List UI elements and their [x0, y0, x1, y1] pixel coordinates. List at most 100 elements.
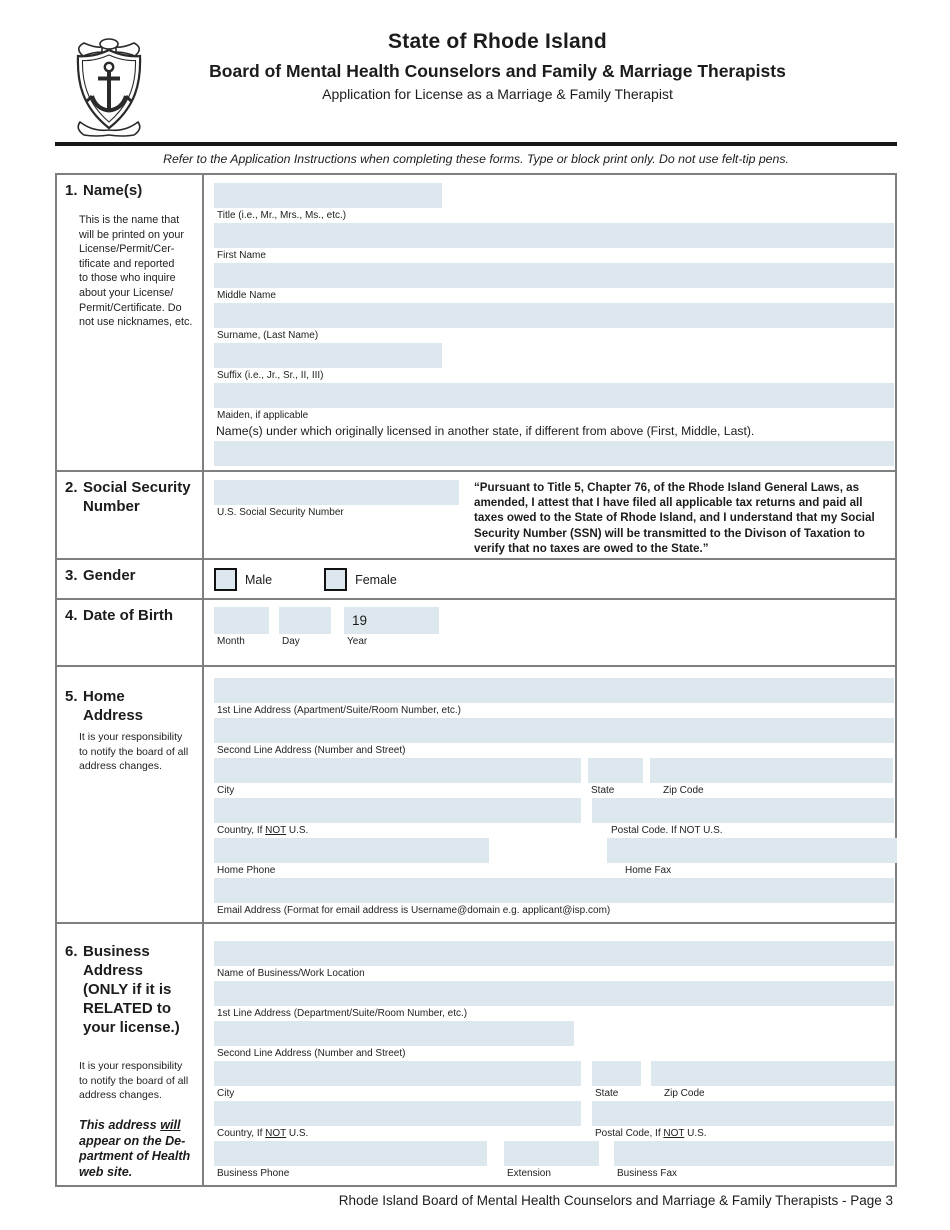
- section-number: 4.: [65, 607, 78, 625]
- business-name-input[interactable]: [214, 941, 894, 967]
- business-side-note: It is your responsibility to notify the …: [79, 1060, 189, 1102]
- ssn-input[interactable]: [214, 480, 459, 505]
- home-country-label: Country, If NOT U.S.: [217, 825, 309, 837]
- rhode-island-seal-icon: [76, 38, 142, 137]
- first-name-input[interactable]: [214, 223, 894, 248]
- home-line1-label: 1st Line Address (Apartment/Suite/Room N…: [217, 705, 461, 717]
- home-side-note: It is your responsibility to notify the …: [79, 731, 189, 773]
- business-fax-label: Business Fax: [617, 1168, 678, 1180]
- header-rule: [55, 142, 897, 146]
- business-zip-label: Zip Code: [664, 1088, 705, 1100]
- home-email-input[interactable]: [214, 878, 894, 904]
- business-line1-input[interactable]: [214, 981, 894, 1007]
- section-number: 5.: [65, 688, 78, 706]
- business-city-label: City: [217, 1088, 235, 1100]
- home-phone-label: Home Phone: [217, 865, 276, 877]
- section-title-names: Name(s): [83, 182, 143, 199]
- male-label: Male: [245, 572, 273, 587]
- dob-year-label: Year: [347, 636, 368, 648]
- business-line1-label: 1st Line Address (Department/Suite/Room …: [217, 1008, 468, 1020]
- header: State of Rhode Island Board of Mental He…: [0, 28, 950, 140]
- section-ssn: 2. Social Security Number U.S. Social Se…: [57, 472, 895, 561]
- title-label: Title (i.e., Mr., Mrs., Ms., etc.): [217, 210, 347, 221]
- maiden-name-input[interactable]: [214, 383, 894, 408]
- business-extension-input[interactable]: [504, 1141, 599, 1167]
- home-postal-input[interactable]: [592, 798, 894, 824]
- dob-year-input[interactable]: 19: [344, 607, 439, 635]
- home-country-input[interactable]: [214, 798, 581, 824]
- business-state-label: State: [595, 1088, 619, 1100]
- section-title-business: Business Address (ONLY if it is RELATED …: [83, 943, 180, 1037]
- section-title-gender: Gender: [83, 567, 136, 585]
- business-extension-label: Extension: [507, 1168, 551, 1180]
- section-title-dob: Date of Birth: [83, 607, 173, 625]
- page-footer: Rhode Island Board of Mental Health Coun…: [338, 1193, 893, 1209]
- section-names: 1. Name(s) This is the name that will be…: [57, 175, 895, 472]
- business-line2-label: Second Line Address (Number and Street): [217, 1048, 406, 1060]
- section-home-address: 5. Home Address It is your responsibilit…: [57, 667, 897, 925]
- section-title-home: Home Address: [83, 688, 144, 725]
- section-gender: 3. Gender Male Female: [57, 560, 895, 601]
- business-web-note: This address will appear on the De- part…: [79, 1117, 191, 1180]
- title-input[interactable]: [214, 183, 442, 208]
- section-number: 2.: [65, 479, 78, 496]
- suffix-input[interactable]: [214, 343, 442, 368]
- business-name-label: Name of Business/Work Location: [217, 968, 365, 980]
- business-phone-input[interactable]: [214, 1141, 487, 1167]
- form-name: Application for License as a Marriage & …: [322, 86, 673, 102]
- home-fax-label: Home Fax: [625, 865, 672, 877]
- section-business-address: 6. Business Address (ONLY if it is RELAT…: [57, 924, 895, 1186]
- first-name-label: First Name: [217, 250, 266, 261]
- dob-month-input[interactable]: [214, 607, 269, 635]
- section-dob: 4. Date of Birth Month Day 19 Year: [57, 600, 895, 668]
- dob-day-input[interactable]: [279, 607, 331, 635]
- home-line2-input[interactable]: [214, 718, 894, 744]
- home-email-label: Email Address (Format for email address …: [217, 905, 611, 917]
- section-number: 6.: [65, 943, 78, 961]
- section-number: 1.: [65, 182, 78, 199]
- other-names-input[interactable]: [214, 441, 894, 466]
- home-state-input[interactable]: [588, 758, 643, 784]
- maiden-name-label: Maiden, if applicable: [217, 410, 309, 421]
- business-postal-input[interactable]: [592, 1101, 894, 1127]
- middle-name-input[interactable]: [214, 263, 894, 288]
- business-state-input[interactable]: [592, 1061, 641, 1087]
- surname-label: Surname, (Last Name): [217, 330, 319, 341]
- tax-statement: “Pursuant to Title 5, Chapter 76, of the…: [474, 481, 875, 555]
- section-number: 3.: [65, 567, 78, 585]
- other-names-note: Name(s) under which originally licensed …: [216, 424, 755, 438]
- female-checkbox[interactable]: [324, 568, 348, 592]
- home-zip-label: Zip Code: [663, 785, 704, 797]
- home-line1-input[interactable]: [214, 678, 894, 704]
- home-line2-label: Second Line Address (Number and Street): [217, 745, 406, 757]
- female-label: Female: [355, 572, 397, 587]
- instruction-line: Refer to the Application Instructions wh…: [163, 152, 789, 166]
- board-name: Board of Mental Health Counselors and Fa…: [209, 61, 786, 81]
- business-city-input[interactable]: [214, 1061, 581, 1087]
- section-title-ssn: Social Security Number: [83, 479, 191, 515]
- home-city-label: City: [217, 785, 235, 797]
- names-side-note: This is the name that will be printed on…: [79, 214, 193, 329]
- home-fax-input[interactable]: [607, 838, 897, 864]
- business-postal-label: Postal Code, If NOT U.S.: [595, 1128, 707, 1140]
- page-title: State of Rhode Island: [388, 30, 607, 53]
- business-line2-input[interactable]: [214, 1021, 574, 1047]
- home-phone-input[interactable]: [214, 838, 489, 864]
- business-country-input[interactable]: [214, 1101, 581, 1127]
- male-checkbox[interactable]: [214, 568, 237, 592]
- business-fax-input[interactable]: [614, 1141, 894, 1167]
- application-form: 1. Name(s) This is the name that will be…: [55, 173, 897, 1188]
- ssn-label: U.S. Social Security Number: [217, 507, 344, 518]
- dob-month-label: Month: [217, 636, 245, 648]
- business-phone-label: Business Phone: [217, 1168, 290, 1180]
- dob-day-label: Day: [282, 636, 300, 648]
- middle-name-label: Middle Name: [217, 290, 276, 301]
- home-postal-label: Postal Code. If NOT U.S.: [611, 825, 723, 837]
- home-zip-input[interactable]: [650, 758, 893, 784]
- home-city-input[interactable]: [214, 758, 581, 784]
- home-state-label: State: [591, 785, 615, 797]
- business-country-label: Country, If NOT U.S.: [217, 1128, 309, 1140]
- surname-input[interactable]: [214, 303, 894, 328]
- business-zip-input[interactable]: [651, 1061, 895, 1087]
